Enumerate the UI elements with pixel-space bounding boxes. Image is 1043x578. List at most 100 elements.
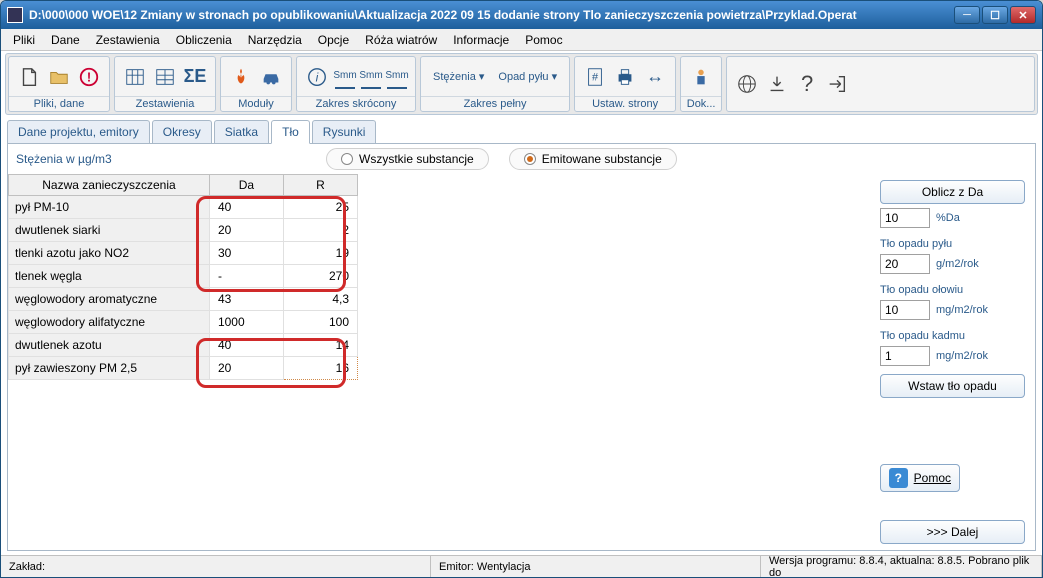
tab-tlo[interactable]: Tło <box>271 120 310 144</box>
col-da: Da <box>209 175 283 196</box>
cell-r[interactable]: 4,3 <box>283 288 357 311</box>
menu-informacje[interactable]: Informacje <box>445 31 517 49</box>
maximize-button[interactable]: ☐ <box>982 6 1008 24</box>
filter-row: Stężenia w µg/m3 Wszystkie substancje Em… <box>8 144 1035 174</box>
cell-r[interactable]: 270 <box>283 265 357 288</box>
warning-icon[interactable]: ! <box>77 65 101 89</box>
menu-narzedzia[interactable]: Narzędzia <box>240 31 310 49</box>
cell-da[interactable]: 40 <box>209 196 283 219</box>
pollutant-table: Nazwa zanieczyszczenia Da R pył PM-10402… <box>8 174 358 550</box>
smm2-icon[interactable]: Smm <box>361 65 381 89</box>
smm1-icon[interactable]: Smm <box>335 65 355 89</box>
print-icon[interactable] <box>613 65 637 89</box>
table-row[interactable]: pył PM-104025 <box>9 196 358 219</box>
info-icon[interactable]: i <box>305 65 329 89</box>
cell-da[interactable]: 20 <box>209 219 283 242</box>
pct-da-unit: %Da <box>936 212 960 224</box>
minimize-button[interactable]: ─ <box>954 6 980 24</box>
col-nazwa: Nazwa zanieczyszczenia <box>9 175 210 196</box>
sec-opad-pylu: Tło opadu pyłu <box>880 238 1025 250</box>
exit-icon[interactable] <box>825 72 849 96</box>
dalej-button[interactable]: >>> Dalej <box>880 520 1025 544</box>
globe-icon[interactable] <box>735 72 759 96</box>
opad-kadmu-input[interactable] <box>880 346 930 366</box>
flame-icon[interactable] <box>229 65 253 89</box>
radio-emitowane[interactable]: Emitowane substancje <box>509 148 677 170</box>
sigma-icon[interactable]: ΣE <box>183 65 207 89</box>
table1-icon[interactable] <box>123 65 147 89</box>
pomoc-button[interactable]: ? Pomoc <box>880 464 960 492</box>
open-folder-icon[interactable] <box>47 65 71 89</box>
svg-text:#: # <box>592 71 599 83</box>
smm3-icon[interactable]: Smm <box>387 65 407 89</box>
menu-zestawienia[interactable]: Zestawienia <box>88 31 168 49</box>
status-zaklad: Zakład: <box>1 556 431 577</box>
radio-wszystkie[interactable]: Wszystkie substancje <box>326 148 489 170</box>
tgroup-dok-label: Dok... <box>681 96 721 111</box>
menu-dane[interactable]: Dane <box>43 31 88 49</box>
cell-name: dwutlenek siarki <box>9 219 210 242</box>
cell-da[interactable]: 43 <box>209 288 283 311</box>
cell-name: węglowodory aromatyczne <box>9 288 210 311</box>
wstaw-button[interactable]: Wstaw tło opadu <box>880 374 1025 398</box>
width-icon[interactable]: ↔ <box>643 65 667 89</box>
tabbar: Dane projektu, emitory Okresy Siatka Tło… <box>1 117 1042 143</box>
menu-pomoc[interactable]: Pomoc <box>517 31 570 49</box>
tgroup-pliki-label: Pliki, dane <box>9 96 109 111</box>
table-row[interactable]: tlenki azotu jako NO23019 <box>9 242 358 265</box>
table-row[interactable]: pył zawieszony PM 2,52016 <box>9 357 358 380</box>
oblicz-button[interactable]: Oblicz z Da <box>880 180 1025 204</box>
tab-okresy[interactable]: Okresy <box>152 120 212 143</box>
cell-r[interactable]: 19 <box>283 242 357 265</box>
download-icon[interactable] <box>765 72 789 96</box>
cell-da[interactable]: 30 <box>209 242 283 265</box>
car-icon[interactable] <box>259 65 283 89</box>
svg-text:!: ! <box>87 69 91 84</box>
new-file-icon[interactable] <box>17 65 41 89</box>
tab-rysunki[interactable]: Rysunki <box>312 120 377 143</box>
tab-siatka[interactable]: Siatka <box>214 120 269 143</box>
menu-pliki[interactable]: Pliki <box>5 31 43 49</box>
titlebar: D:\000\000 WOE\12 Zmiany w stronach po o… <box>1 1 1042 29</box>
cell-r[interactable]: 14 <box>283 334 357 357</box>
tab-dane-projektu[interactable]: Dane projektu, emitory <box>7 120 150 143</box>
sec-opad-kadmu: Tło opadu kadmu <box>880 330 1025 342</box>
opad-olowiu-input[interactable] <box>880 300 930 320</box>
table2-icon[interactable] <box>153 65 177 89</box>
status-wersja: Wersja programu: 8.8.4, aktualna: 8.8.5.… <box>761 556 1042 577</box>
cell-da[interactable]: 20 <box>209 357 283 380</box>
opad-dropdown[interactable]: Opad pyłu ▾ <box>494 68 561 85</box>
cell-da[interactable]: 1000 <box>209 311 283 334</box>
tgroup-zest-label: Zestawienia <box>115 96 215 111</box>
menu-roza[interactable]: Róża wiatrów <box>357 31 445 49</box>
cell-da[interactable]: - <box>209 265 283 288</box>
cell-r[interactable]: 25 <box>283 196 357 219</box>
table-row[interactable]: dwutlenek siarki202 <box>9 219 358 242</box>
toolbar: ! Pliki, dane ΣE Zestawienia Moduły i Sm… <box>5 53 1038 115</box>
stezenia-dropdown[interactable]: Stężenia ▾ <box>429 68 488 85</box>
cell-r[interactable]: 2 <box>283 219 357 242</box>
window-title: D:\000\000 WOE\12 Zmiany w stronach po o… <box>29 8 857 22</box>
tgroup-dok: Dok... <box>680 56 722 112</box>
pct-da-input[interactable] <box>880 208 930 228</box>
cell-name: węglowodory alifatyczne <box>9 311 210 334</box>
table-row[interactable]: dwutlenek azotu4014 <box>9 334 358 357</box>
opad-pylu-input[interactable] <box>880 254 930 274</box>
status-emitor: Emitor: Wentylacja <box>431 556 761 577</box>
cell-r[interactable]: 16 <box>283 357 357 380</box>
menu-obliczenia[interactable]: Obliczenia <box>168 31 240 49</box>
tgroup-zakres-pelny: Stężenia ▾ Opad pyłu ▾ Zakres pełny <box>420 56 570 112</box>
page-hash-icon[interactable]: # <box>583 65 607 89</box>
menu-opcje[interactable]: Opcje <box>310 31 357 49</box>
cell-name: tlenek węgla <box>9 265 210 288</box>
help-icon[interactable]: ? <box>795 72 819 96</box>
cell-r[interactable]: 100 <box>283 311 357 334</box>
table-row[interactable]: węglowodory alifatyczne1000100 <box>9 311 358 334</box>
close-button[interactable]: ✕ <box>1010 6 1036 24</box>
sec-opad-olowiu: Tło opadu ołowiu <box>880 284 1025 296</box>
table-row[interactable]: węglowodory aromatyczne434,3 <box>9 288 358 311</box>
tgroup-ustaw-label: Ustaw. strony <box>575 96 675 111</box>
table-row[interactable]: tlenek węgla-270 <box>9 265 358 288</box>
person-icon[interactable] <box>689 65 713 89</box>
cell-da[interactable]: 40 <box>209 334 283 357</box>
